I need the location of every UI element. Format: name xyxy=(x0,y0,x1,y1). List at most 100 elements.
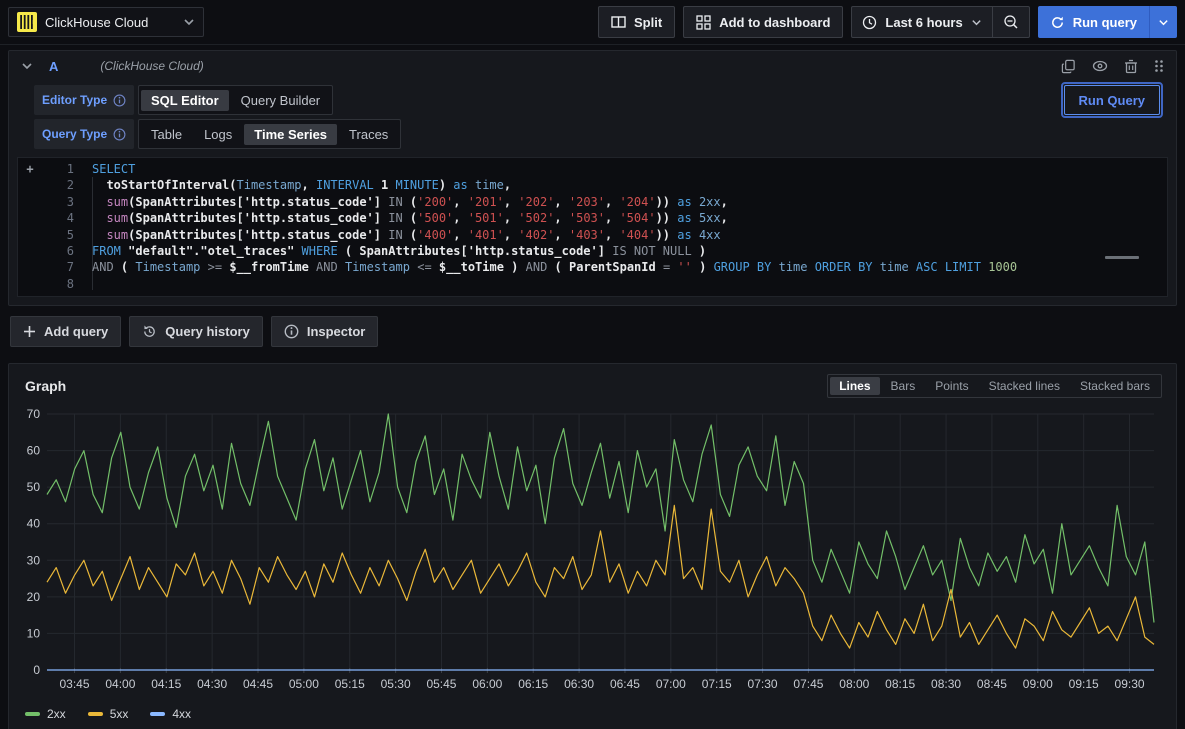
svg-text:08:15: 08:15 xyxy=(885,677,915,691)
query-type-label: Query Type xyxy=(42,127,107,141)
code-line-3[interactable]: 3 sum(SpanAttributes['http.status_code']… xyxy=(18,194,1167,210)
svg-text:0: 0 xyxy=(33,663,40,677)
clickhouse-logo-icon xyxy=(17,12,37,32)
split-button[interactable]: Split xyxy=(598,6,675,38)
svg-text:04:30: 04:30 xyxy=(197,677,227,691)
code-line-6[interactable]: 6FROM "default"."otel_traces" WHERE ( Sp… xyxy=(18,243,1167,259)
sql-code-editor[interactable]: +1SELECT2 toStartOfInterval(Timestamp, I… xyxy=(17,157,1168,297)
svg-text:05:30: 05:30 xyxy=(381,677,411,691)
graph-display-mode-toggle: LinesBarsPointsStacked linesStacked bars xyxy=(827,374,1162,398)
datasource-picker[interactable]: ClickHouse Cloud xyxy=(8,7,204,37)
drag-handle-icon[interactable] xyxy=(1154,59,1164,74)
inspector-button[interactable]: Inspector xyxy=(271,316,379,347)
query-row-header[interactable]: A (ClickHouse Cloud) xyxy=(9,51,1176,81)
display-mode-bars[interactable]: Bars xyxy=(882,377,925,395)
zoom-out-button[interactable] xyxy=(993,7,1029,37)
plus-icon xyxy=(23,325,36,338)
inspector-label: Inspector xyxy=(307,324,366,339)
run-query-split-button: Run query xyxy=(1038,6,1177,38)
time-picker-group: Last 6 hours xyxy=(851,6,1029,38)
code-line-5[interactable]: 5 sum(SpanAttributes['http.status_code']… xyxy=(18,227,1167,243)
editor-type-option-sql-editor[interactable]: SQL Editor xyxy=(141,90,229,111)
line-number: 6 xyxy=(18,243,80,259)
svg-text:04:15: 04:15 xyxy=(151,677,181,691)
chevron-down-icon xyxy=(183,16,195,28)
line-number: 5 xyxy=(18,227,80,243)
svg-text:05:45: 05:45 xyxy=(426,677,456,691)
code-line-1[interactable]: +1SELECT xyxy=(18,161,1167,177)
svg-text:40: 40 xyxy=(27,517,41,531)
legend-item-4xx[interactable]: 4xx xyxy=(150,707,191,721)
query-type-option-table[interactable]: Table xyxy=(141,124,192,145)
code-line-7[interactable]: 7AND ( Timestamp >= $__fromTime AND Time… xyxy=(18,259,1167,275)
query-ref-id: A xyxy=(49,59,58,74)
split-label: Split xyxy=(634,15,662,30)
zoom-out-icon xyxy=(1003,14,1019,30)
add-to-dashboard-button[interactable]: Add to dashboard xyxy=(683,6,843,38)
add-query-label: Add query xyxy=(44,324,108,339)
code-line-4[interactable]: 4 sum(SpanAttributes['http.status_code']… xyxy=(18,210,1167,226)
query-type-row: Query Type TableLogsTime SeriesTraces xyxy=(34,119,1160,149)
explore-toolbar: ClickHouse Cloud Split Add to dashboard … xyxy=(0,0,1185,45)
add-to-dashboard-label: Add to dashboard xyxy=(719,15,830,30)
query-datasource-hint: (ClickHouse Cloud) xyxy=(100,59,203,73)
editor-type-chip: Editor Type xyxy=(34,85,134,115)
legend-color-dash xyxy=(88,712,103,716)
toggle-visibility-eye-icon[interactable] xyxy=(1092,59,1108,74)
collapse-chevron-icon[interactable] xyxy=(21,60,33,72)
svg-text:60: 60 xyxy=(27,444,41,458)
run-query-dropdown-caret[interactable] xyxy=(1149,6,1177,38)
clock-icon xyxy=(862,15,877,30)
split-icon xyxy=(611,15,626,29)
legend-item-5xx[interactable]: 5xx xyxy=(88,707,129,721)
legend-item-2xx[interactable]: 2xx xyxy=(25,707,66,721)
info-icon[interactable] xyxy=(113,128,126,141)
svg-text:08:00: 08:00 xyxy=(839,677,869,691)
timeseries-chart[interactable]: 01020304050607003:4504:0004:1504:3004:45… xyxy=(17,404,1168,705)
editor-scroll-indicator[interactable] xyxy=(1105,256,1139,259)
svg-text:08:30: 08:30 xyxy=(931,677,961,691)
run-query-panel-button[interactable]: Run Query xyxy=(1064,85,1160,115)
editor-type-option-query-builder[interactable]: Query Builder xyxy=(231,90,330,111)
delete-query-trash-icon[interactable] xyxy=(1124,59,1138,74)
run-query-button-top[interactable]: Run query xyxy=(1038,6,1149,38)
datasource-name: ClickHouse Cloud xyxy=(45,15,175,30)
time-range-label: Last 6 hours xyxy=(885,15,962,30)
sync-icon xyxy=(1050,15,1065,30)
svg-text:09:15: 09:15 xyxy=(1069,677,1099,691)
add-line-icon[interactable]: + xyxy=(18,161,42,177)
line-number: +1 xyxy=(18,161,80,177)
display-mode-stacked-bars[interactable]: Stacked bars xyxy=(1071,377,1159,395)
query-editor-panel: A (ClickHouse Cloud) Editor Type SQL Ed xyxy=(8,50,1177,306)
info-icon[interactable] xyxy=(113,94,126,107)
svg-text:07:15: 07:15 xyxy=(702,677,732,691)
add-query-button[interactable]: Add query xyxy=(10,316,121,347)
query-history-label: Query history xyxy=(165,324,250,339)
chart-plot-area[interactable]: 01020304050607003:4504:0004:1504:3004:45… xyxy=(17,404,1170,700)
code-line-2[interactable]: 2 toStartOfInterval(Timestamp, INTERVAL … xyxy=(18,177,1167,193)
display-mode-lines[interactable]: Lines xyxy=(830,377,879,395)
display-mode-stacked-lines[interactable]: Stacked lines xyxy=(980,377,1069,395)
editor-type-segmented: SQL EditorQuery Builder xyxy=(138,85,333,115)
info-circle-icon xyxy=(284,324,299,339)
svg-text:07:00: 07:00 xyxy=(656,677,686,691)
history-icon xyxy=(142,324,157,339)
chevron-down-icon xyxy=(971,17,982,28)
query-type-option-time-series[interactable]: Time Series xyxy=(244,124,337,145)
line-number: 8 xyxy=(18,276,80,292)
display-mode-points[interactable]: Points xyxy=(926,377,977,395)
svg-text:50: 50 xyxy=(27,480,41,494)
query-type-option-traces[interactable]: Traces xyxy=(339,124,398,145)
chart-legend: 2xx 5xx 4xx xyxy=(17,707,1168,721)
duplicate-query-icon[interactable] xyxy=(1061,59,1076,74)
query-type-option-logs[interactable]: Logs xyxy=(194,124,242,145)
toolbar-actions: Split Add to dashboard Last 6 hours xyxy=(598,6,1177,38)
run-query-label: Run query xyxy=(1073,15,1137,30)
time-range-button[interactable]: Last 6 hours xyxy=(852,7,991,37)
query-type-chip: Query Type xyxy=(34,119,134,149)
svg-text:09:00: 09:00 xyxy=(1023,677,1053,691)
query-history-button[interactable]: Query history xyxy=(129,316,263,347)
svg-text:05:15: 05:15 xyxy=(335,677,365,691)
code-line-8[interactable]: 8 xyxy=(18,276,1167,292)
svg-text:03:45: 03:45 xyxy=(60,677,90,691)
